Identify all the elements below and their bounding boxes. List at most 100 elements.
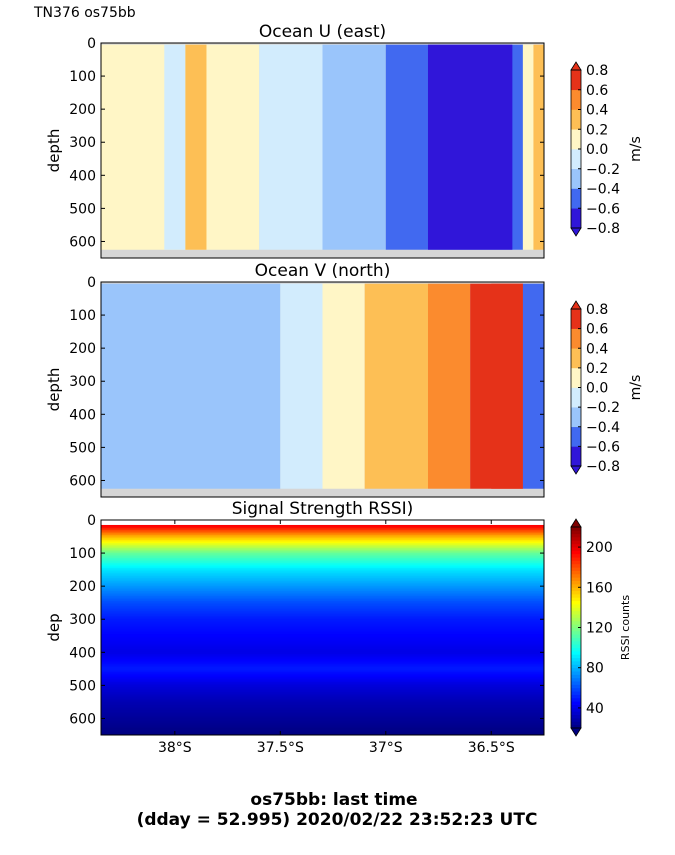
- rssi-band: [101, 639, 544, 642]
- rssi-band: [101, 723, 544, 726]
- rssi-band: [101, 561, 544, 564]
- rssi-band: [101, 609, 544, 612]
- rssi-band: [101, 566, 544, 569]
- rssi-band: [101, 649, 544, 652]
- rssi-band: [101, 559, 544, 562]
- colorbar-gradient-step: [571, 550, 581, 555]
- rssi-band: [101, 668, 544, 672]
- colorbar-gradient-step: [571, 684, 581, 689]
- colorbar-gradient-step: [571, 530, 581, 535]
- rssi-band: [101, 644, 544, 647]
- rssi-band: [101, 531, 544, 534]
- rssi-band: [101, 652, 544, 655]
- contour-region: [364, 283, 428, 489]
- rssi-band: [101, 701, 544, 705]
- y-tick-label: 600: [69, 473, 96, 489]
- rssi-band: [101, 675, 544, 678]
- colorbar-gradient-step: [571, 657, 581, 662]
- colorbar-gradient-step: [571, 553, 581, 558]
- colorbar-gradient-step: [571, 577, 581, 581]
- colorbar-extend-top: [570, 300, 582, 310]
- colorbar-frame: [570, 308, 582, 467]
- colorbar-extend-bottom: [570, 465, 582, 475]
- rssi-band: [101, 592, 544, 596]
- y-tick-label: 500: [69, 678, 96, 694]
- rssi-band: [101, 563, 544, 566]
- rssi-band: [101, 728, 544, 731]
- panel-3: Signal Strength RSSI) 0 100 200 300 400 500 600…: [45, 499, 632, 756]
- colorbar-gradient-step: [571, 607, 581, 612]
- rssi-band: [101, 703, 544, 706]
- colorbar-tick-label: 80: [586, 661, 604, 677]
- rssi-band: [101, 673, 544, 677]
- colorbar-gradient-step: [571, 704, 581, 709]
- colorbar-gradient-step: [571, 687, 581, 692]
- rssi-band: [101, 647, 544, 650]
- rssi-band: [101, 632, 544, 635]
- y-tick-label: 500: [69, 440, 96, 456]
- colorbar-gradient-step: [571, 537, 581, 541]
- colorbar-frame: [570, 526, 582, 729]
- rssi-band: [101, 582, 544, 586]
- rssi-band: [101, 596, 544, 599]
- colorbar-gradient-step: [571, 640, 581, 645]
- rssi-band: [101, 520, 544, 523]
- rssi-band: [101, 607, 544, 610]
- colorbar-gradient-step: [571, 614, 581, 618]
- rssi-band: [101, 619, 544, 622]
- y-axis-label: depth: [45, 368, 63, 412]
- rssi-band: [101, 653, 544, 657]
- plot-area: [101, 43, 544, 258]
- y-tick-label: 300: [69, 612, 96, 628]
- colorbar-gradient-step: [571, 717, 581, 722]
- colorbar-gradient-step: [571, 527, 581, 531]
- rssi-band: [101, 731, 544, 734]
- colorbar-segment: [571, 129, 581, 150]
- y-tick-label: 400: [69, 645, 96, 661]
- contour-region: [427, 44, 513, 250]
- colorbar-gradient-step: [571, 711, 581, 715]
- y-tick-label: 0: [87, 36, 96, 52]
- y-tick-label: 600: [69, 711, 96, 727]
- x-tick-label: 37°S: [369, 740, 403, 756]
- y-tick-label: 100: [69, 69, 96, 85]
- colorbar-gradient-step: [571, 547, 581, 551]
- colorbar-segment: [571, 89, 581, 110]
- colorbar-tick-label: 0.6: [586, 322, 608, 338]
- rssi-band: [101, 587, 544, 591]
- colorbar-extend-top: [570, 518, 582, 528]
- axes-frame: [100, 42, 545, 259]
- colorbar-gradient-step: [571, 567, 581, 571]
- colorbar-segment: [571, 348, 581, 369]
- plot-area: [101, 520, 544, 735]
- rssi-band: [101, 655, 544, 658]
- colorbar-tick-label: 0.8: [586, 63, 608, 79]
- colorbar-gradient-step: [571, 557, 581, 561]
- rssi-band: [101, 620, 544, 624]
- rssi-band: [101, 642, 544, 645]
- rssi-band: [101, 612, 544, 615]
- colorbar-gradient-step: [571, 650, 581, 655]
- rssi-band: [101, 713, 544, 716]
- rssi-band: [101, 696, 544, 700]
- colorbar-segment: [571, 109, 581, 130]
- rssi-band: [101, 524, 544, 528]
- contour-region: [280, 283, 323, 489]
- rssi-band: [101, 538, 544, 541]
- rssi-band: [101, 594, 544, 597]
- contour-region: [522, 44, 534, 250]
- rssi-band: [101, 536, 544, 539]
- rssi-band: [101, 529, 544, 533]
- colorbar-segment: [571, 188, 581, 209]
- rssi-band: [101, 597, 544, 600]
- colorbar-gradient-step: [571, 667, 581, 672]
- contour-region: [533, 44, 544, 250]
- footer-line-2: (dday = 52.995) 2020/02/22 23:52:23 UTC: [137, 810, 538, 830]
- colorbar-gradient-step: [571, 563, 581, 568]
- contour-region: [101, 283, 281, 489]
- rssi-band: [101, 660, 544, 663]
- rssi-band: [101, 667, 544, 670]
- rssi-band: [101, 539, 544, 543]
- colorbar-tick-label: −0.6: [586, 439, 620, 455]
- rssi-band: [101, 576, 544, 579]
